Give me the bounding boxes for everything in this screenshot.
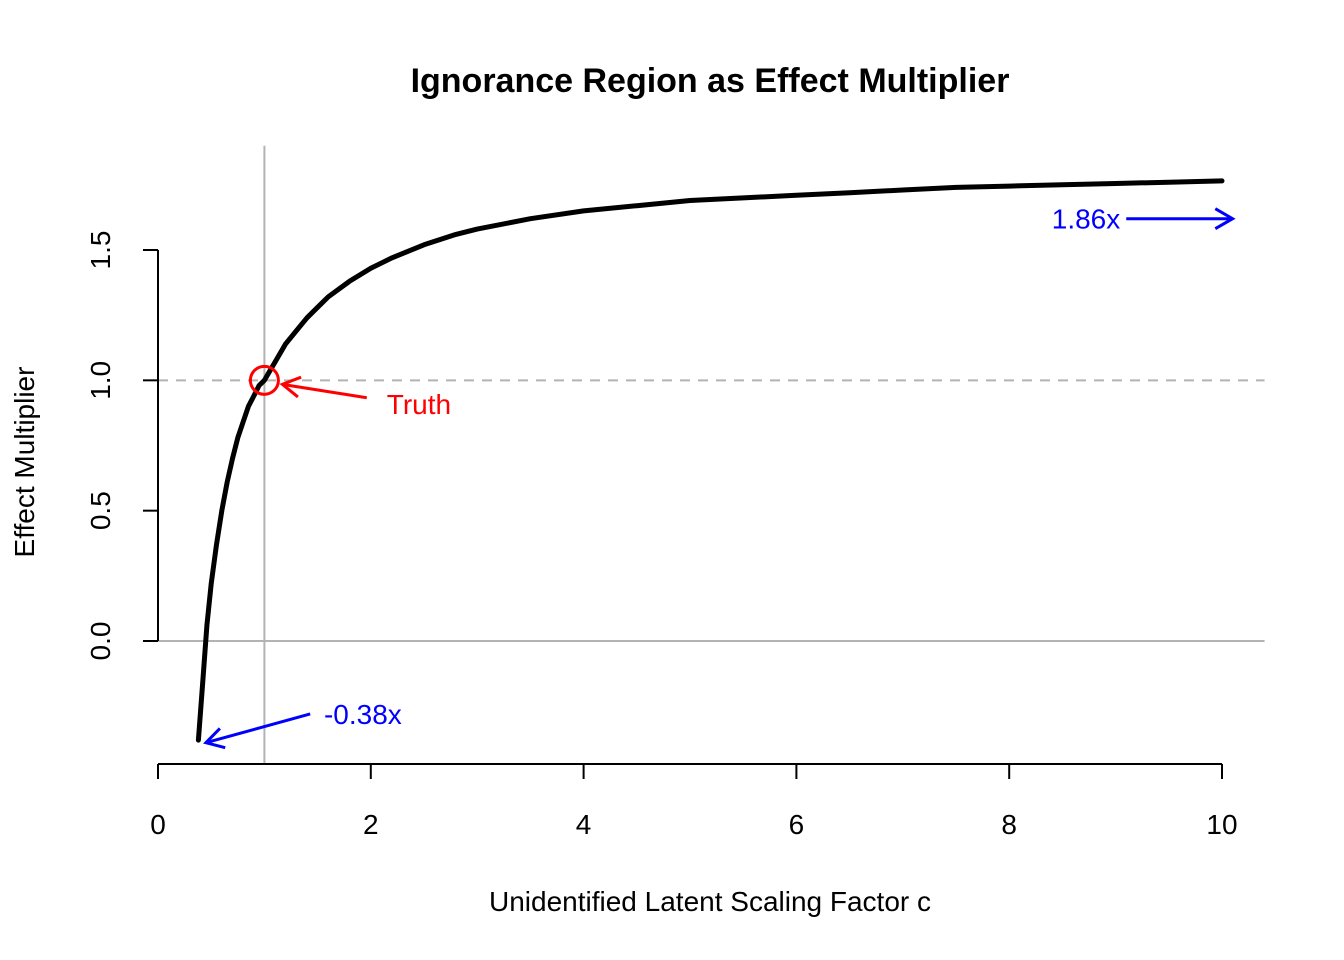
- annotation-marker-truth: [248, 364, 280, 396]
- series-line-0: [195, 178, 1225, 743]
- annotation-arrow-038x-shaft: [205, 712, 311, 745]
- annotations-layer: Truth -0.38x 1.86x: [203, 204, 1236, 750]
- chart-title: Ignorance Region as Effect Multiplier: [411, 62, 1010, 100]
- y-tick-label-2: 1.0: [85, 361, 116, 400]
- x-tick-label-1: 2: [363, 809, 379, 840]
- y-tick-label-3: 1.5: [85, 231, 116, 270]
- axes: 0 2 4 6 8 10 0.0 0.5 1.0 1.5: [85, 231, 1238, 840]
- x-axis-label: Unidentified Latent Scaling Factor c: [489, 886, 931, 917]
- x-tick-label-2: 4: [576, 809, 592, 840]
- series-layer: [195, 178, 1225, 743]
- x-tick-label-0: 0: [150, 809, 166, 840]
- reference-lines: [158, 145, 1265, 764]
- annotation-arrow-truth-head: [279, 375, 302, 399]
- y-axis-label: Effect Multiplier: [9, 367, 40, 558]
- annotation-arrow-186x-head: [1214, 207, 1236, 230]
- x-tick-label-3: 6: [789, 809, 805, 840]
- annotation-label-truth: Truth: [387, 389, 451, 420]
- y-tick-label-1: 0.5: [85, 491, 116, 530]
- annotation-label-186x: 1.86x: [1052, 204, 1121, 235]
- y-tick-label-0: 0.0: [85, 622, 116, 661]
- x-tick-label-5: 10: [1206, 809, 1237, 840]
- annotation-label-038x: -0.38x: [324, 699, 402, 730]
- annotation-arrow-038x-head: [203, 727, 226, 750]
- annotation-arrow-truth-shaft: [282, 382, 367, 400]
- x-tick-label-4: 8: [1001, 809, 1017, 840]
